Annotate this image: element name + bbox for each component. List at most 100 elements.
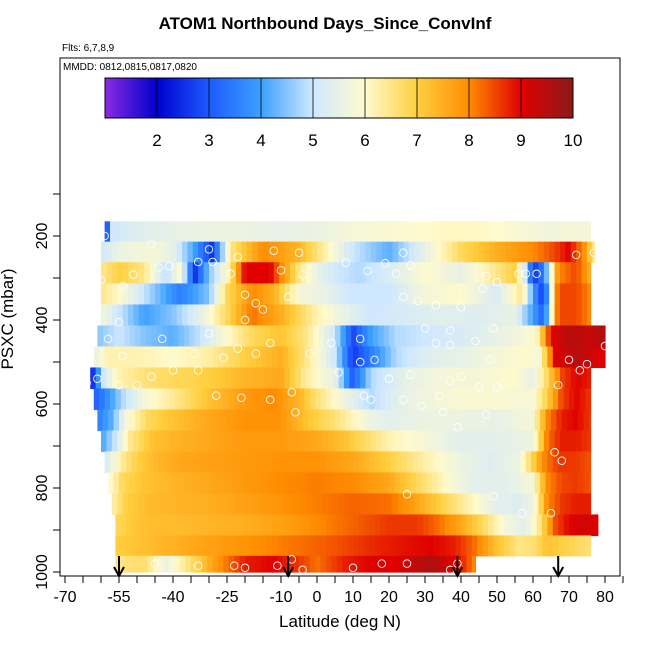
sample-point — [406, 370, 415, 379]
heatmap-cell — [93, 346, 100, 369]
heatmap-cell — [457, 304, 464, 327]
heatmap-cell — [282, 388, 289, 411]
sample-point — [291, 408, 300, 417]
heatmap-cell — [547, 451, 554, 474]
heatmap-cell — [513, 472, 520, 495]
heatmap-cell — [299, 221, 305, 243]
heatmap-cell — [191, 514, 197, 537]
heatmap-cell — [360, 430, 367, 453]
heatmap-cell — [275, 472, 282, 495]
heatmap-cell — [560, 304, 566, 327]
heatmap-cell — [533, 493, 539, 516]
heatmap-cell — [569, 451, 575, 474]
heatmap-cell — [558, 346, 565, 369]
heatmap-cell — [263, 367, 269, 390]
heatmap-cell — [416, 409, 422, 432]
heatmap-cell — [234, 451, 241, 474]
heatmap-cell — [158, 535, 165, 557]
heatmap-cell — [423, 346, 430, 369]
heatmap-cell — [554, 241, 561, 263]
heatmap-cell — [192, 367, 199, 390]
heatmap-cell — [482, 388, 489, 411]
heatmap-cell — [412, 451, 419, 474]
heatmap-cell — [342, 555, 349, 573]
heatmap-cell — [324, 409, 331, 432]
heatmap-cell — [362, 409, 368, 432]
heatmap-cell — [488, 514, 494, 537]
sample-point — [384, 374, 394, 384]
heatmap-cell — [106, 430, 113, 453]
heatmap-cell — [124, 325, 131, 348]
sample-point — [402, 559, 412, 568]
heatmap-cell — [587, 430, 592, 453]
heatmap-cell — [219, 283, 226, 306]
heatmap-cell — [236, 430, 242, 453]
heatmap-cell — [520, 388, 527, 411]
sample-point — [100, 231, 109, 241]
heatmap-cell — [252, 304, 259, 327]
heatmap-cell — [250, 451, 257, 474]
heatmap-cell — [576, 283, 583, 306]
heatmap-cell — [347, 514, 354, 537]
heatmap-cell — [102, 409, 109, 432]
y-tick-label: 200 — [34, 223, 51, 250]
heatmap-cell — [376, 241, 383, 263]
heatmap-cell — [212, 451, 219, 474]
heatmap-cell — [282, 346, 289, 369]
heatmap-cell — [281, 325, 287, 348]
sample-point — [485, 355, 495, 365]
heatmap-cell — [529, 325, 536, 348]
heatmap-cell — [466, 388, 473, 411]
heatmap-cell — [407, 555, 413, 573]
x-tick-label: 70 — [560, 589, 578, 606]
heatmap-cell — [126, 535, 133, 557]
heatmap-cell — [410, 472, 417, 495]
heatmap-cell — [216, 325, 223, 348]
heatmap-cell — [263, 304, 269, 327]
heatmap-cell — [376, 493, 383, 516]
heatmap-cell — [354, 367, 361, 390]
heatmap-cell — [290, 304, 296, 327]
sample-point — [269, 246, 279, 255]
heatmap-cell — [209, 493, 215, 516]
heatmap-cell — [101, 241, 107, 263]
heatmap-cell — [390, 346, 397, 369]
heatmap-cell — [515, 221, 521, 243]
colorbar-tick-label: 3 — [204, 131, 213, 150]
heatmap-cell — [230, 367, 237, 390]
heatmap-cell — [147, 535, 154, 557]
sample-point — [355, 334, 365, 344]
heatmap-cell — [288, 514, 295, 537]
heatmap-cell — [266, 346, 273, 369]
heatmap-cell — [185, 514, 192, 537]
sample-point — [211, 391, 221, 400]
heatmap-cell — [354, 493, 361, 516]
heatmap-cell — [540, 325, 547, 348]
heatmap-cell — [389, 472, 395, 495]
heatmap-cell — [131, 514, 138, 537]
heatmap-cell — [353, 388, 359, 411]
heatmap-cell — [394, 409, 401, 432]
heatmap-cell — [444, 555, 451, 573]
heatmap-cell — [587, 493, 592, 516]
heatmap-cell — [504, 388, 511, 411]
heatmap-cell — [590, 346, 597, 369]
heatmap-cell — [419, 493, 426, 516]
heatmap-cell — [560, 262, 566, 285]
heatmap-cell — [587, 262, 592, 285]
heatmap-cell — [241, 367, 248, 390]
heatmap-cell — [473, 493, 480, 516]
heatmap-cell — [273, 304, 280, 327]
heatmap-cell — [167, 472, 174, 495]
colorbar-tick-label: 8 — [464, 131, 473, 150]
heatmap-cell — [300, 493, 307, 516]
heatmap-cell — [380, 451, 386, 474]
heatmap-cell — [349, 283, 356, 306]
heatmap-cell — [585, 514, 592, 537]
heatmap-cell — [425, 241, 431, 263]
heatmap-cell — [554, 493, 561, 516]
heatmap-cell — [450, 451, 457, 474]
heatmap-cell — [153, 514, 160, 537]
heatmap-cell — [338, 367, 345, 390]
heatmap-cell — [311, 241, 318, 263]
